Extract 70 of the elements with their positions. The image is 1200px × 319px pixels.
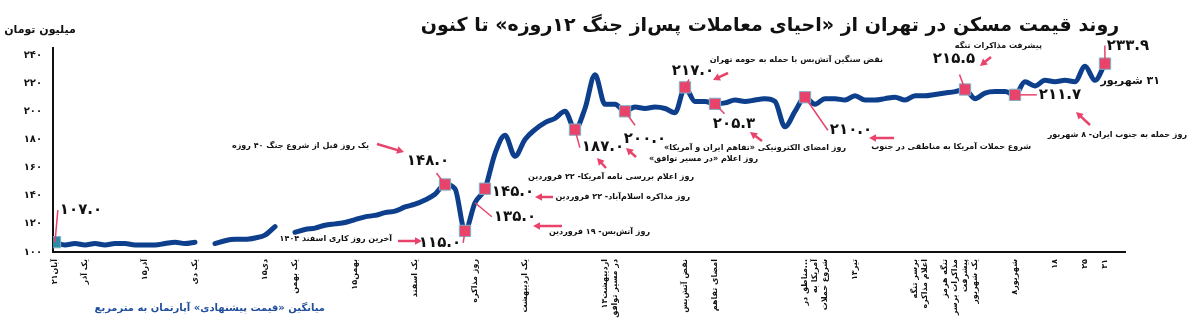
point <box>478 182 492 195</box>
annotation: روز اعلام «در مسیر توافق» <box>648 154 759 164</box>
x-tick-label: اعلام مذاکره <box>920 258 930 309</box>
y-tick-label: ۱۲۰ <box>23 217 42 229</box>
data-label: ۱۱۵.۰ <box>418 232 462 251</box>
annotation: پیشرفت مذاکرات تنگه <box>954 40 1042 51</box>
y-tick-label: ۱۶۰ <box>23 161 42 173</box>
x-tick-label: یک اردیبهشت <box>520 259 530 313</box>
point <box>798 91 812 104</box>
x-tick-label: ۱۳اردیبهشت <box>600 258 610 309</box>
x-tick-label: ۱۵بهمن <box>350 259 360 290</box>
y-tick-label: ۲۲۰ <box>23 76 42 88</box>
data-label: ۱۸۷.۰ <box>581 137 625 156</box>
x-tick-label: ۸شهریور <box>1010 258 1020 295</box>
x-tick-label: یک دی <box>190 259 200 285</box>
chart-title: روند قیمت مسکن در تهران از «احیای معاملات پس‌از جنگ ۱۲روزه» تا کنون <box>420 12 1120 36</box>
x-tick-label: یک شهریور <box>970 259 980 305</box>
annotation: روز امضای الکترونیکی «تفاهم ایران و آمریکا» <box>664 142 847 153</box>
x-tick-label: برسر تنگه <box>909 259 920 299</box>
point <box>1098 57 1112 70</box>
x-tick-label: آمریکا به <box>809 258 820 293</box>
y-tick-label: ۱۰۰ <box>23 245 42 257</box>
y-tick-label: ۱۸۰ <box>23 133 42 145</box>
data-label: ۱۰۷.۰ <box>59 200 103 219</box>
x-tick-label: ۳۱ <box>1100 259 1110 269</box>
data-label: ۲۱۵.۵ <box>932 49 976 68</box>
annotation: شروع حملات آمریکا به مناطقی در جنوب <box>871 141 1032 152</box>
text: میانگین «قیمت پیشنهادی» آپارتمان به مترمربع <box>94 300 325 314</box>
x-tick-label: ۱۵آذر <box>139 258 150 281</box>
annotation: آخرین روز کاری اسفند ۱۴۰۴ <box>279 233 393 244</box>
x-tick-label: یک بهمن <box>290 259 300 294</box>
data-label: ۲۰۵.۳ <box>712 113 756 132</box>
x-tick-label: مذاکرات برسر <box>950 258 960 317</box>
annotation: روز آتش‌بس- ۱۹ فروردین <box>548 226 651 238</box>
x-tick-label: تنگه هرمز <box>939 259 950 300</box>
x-tick-label: ۱۳تیر <box>850 259 860 281</box>
x-tick-label: پیشرفت <box>960 259 970 293</box>
data-label: ۲۱۰.۰ <box>829 120 873 139</box>
x-tick-label: در مسیر توافق <box>610 259 620 318</box>
x-tick-label: ۲۱آبان <box>49 258 60 285</box>
x-tick-label: نقض آتش‌بس <box>679 259 691 313</box>
point <box>678 81 692 94</box>
y-tick-label: ۲۰۰ <box>23 104 42 116</box>
point <box>568 123 582 136</box>
point <box>618 105 632 118</box>
y-tick-label: ۲۴۰ <box>23 48 42 60</box>
annotation: ۳۱ شهریور <box>1099 73 1160 87</box>
point <box>958 83 972 96</box>
y-tick-label: ۱۴۰ <box>23 189 42 201</box>
x-tick-label: ۱۸ <box>1050 258 1060 269</box>
data-label: ۱۴۵.۰ <box>491 181 535 200</box>
x-tick-label: ۲۵ <box>1080 258 1090 269</box>
point <box>438 178 452 191</box>
x-tick-label: روز مذاکره <box>470 258 480 303</box>
y-axis-title: میلیون تومان <box>4 22 76 36</box>
annotation: روز مذاکره اسلام‌آباد- ۲۲ فروردین <box>555 191 691 202</box>
annotation: روز اعلام بررسی نامه آمریکا- ۲۲ فروردین <box>528 171 695 182</box>
annotation: نقض سنگین آتش‌بس با حمله به حومه تهران <box>709 54 883 66</box>
data-label: ۲۳۳.۹ <box>1106 35 1150 54</box>
data-label: ۱۴۸.۰ <box>406 151 450 170</box>
annotation: یک روز قبل از شروع جنگ ۴۰ روزه <box>231 140 369 151</box>
data-label: ۱۳۵.۰ <box>493 206 537 225</box>
x-tick-label: یک آذر <box>79 259 90 286</box>
x-tick-label: شروع حملات <box>820 258 830 311</box>
data-label: ۲۱۱.۷ <box>1038 84 1082 103</box>
x-tick-label: مناطق در... <box>800 259 810 307</box>
x-tick-label: ۱۵دی <box>260 259 270 281</box>
x-tick-label: یک اسفند <box>410 259 420 298</box>
x-tick-label: امضای تفاهم <box>710 258 720 312</box>
annotation: روز حمله به جنوب ایران- ۸ شهریور <box>1046 130 1188 140</box>
